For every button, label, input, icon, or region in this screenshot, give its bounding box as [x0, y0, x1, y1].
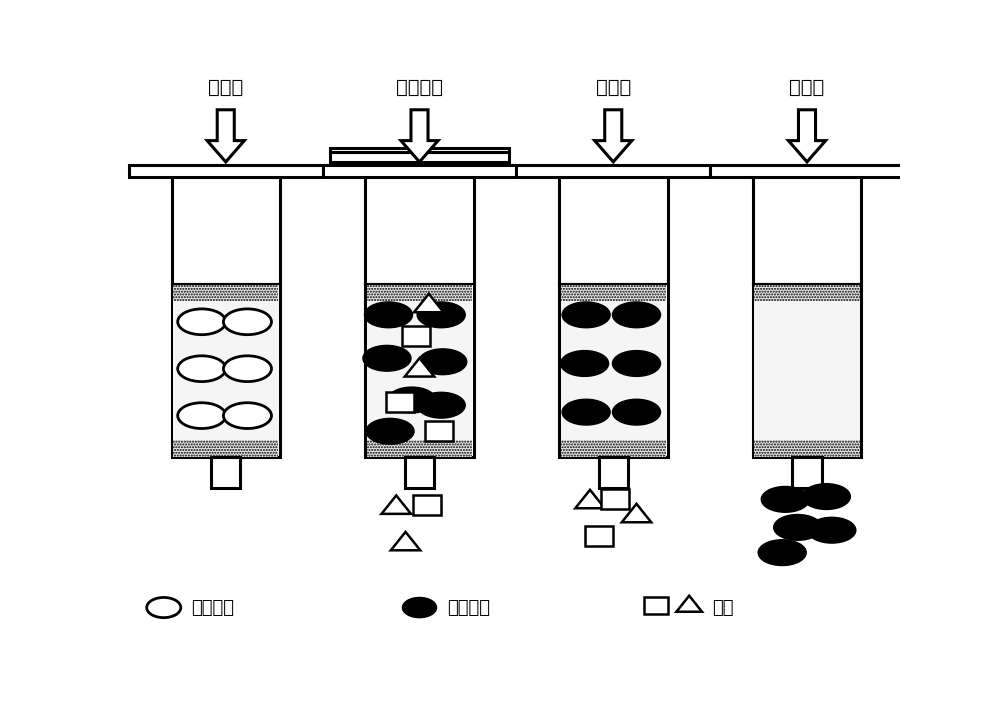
Text: 目标分子: 目标分子 [447, 598, 490, 617]
Polygon shape [391, 532, 420, 550]
Ellipse shape [363, 345, 411, 371]
Polygon shape [405, 358, 434, 376]
Ellipse shape [761, 486, 809, 513]
Bar [561, 440, 666, 457]
Bar [330, 149, 509, 152]
Bar [402, 325, 430, 346]
Bar [173, 284, 278, 301]
Polygon shape [207, 110, 244, 162]
Bar [601, 489, 629, 510]
Ellipse shape [223, 356, 271, 381]
Bar [211, 457, 240, 488]
Text: 清洗液: 清洗液 [596, 78, 631, 97]
Text: 识别位点: 识别位点 [191, 598, 234, 617]
Bar [405, 457, 434, 488]
Polygon shape [622, 504, 651, 522]
Ellipse shape [178, 309, 226, 335]
Ellipse shape [178, 356, 226, 381]
Polygon shape [595, 110, 632, 162]
Bar [585, 526, 613, 546]
Polygon shape [414, 294, 444, 312]
Ellipse shape [561, 351, 609, 376]
Text: 海水样品: 海水样品 [396, 78, 443, 97]
Ellipse shape [178, 403, 226, 429]
Ellipse shape [758, 539, 806, 566]
Bar [386, 392, 414, 412]
Bar [330, 152, 509, 162]
Bar [599, 457, 628, 488]
Ellipse shape [808, 518, 856, 543]
Bar [754, 284, 860, 301]
Bar [367, 301, 472, 440]
Bar [367, 284, 472, 301]
Ellipse shape [223, 403, 271, 429]
Ellipse shape [223, 309, 271, 335]
Ellipse shape [366, 419, 414, 444]
Ellipse shape [417, 302, 465, 328]
Bar [425, 422, 453, 441]
Ellipse shape [562, 399, 610, 425]
Bar [710, 165, 904, 177]
Bar [323, 165, 516, 177]
Bar [644, 597, 668, 614]
Text: 活化液: 活化液 [208, 78, 243, 97]
Polygon shape [401, 110, 438, 162]
Bar [365, 177, 474, 457]
Text: 洗脱液: 洗脱液 [789, 78, 825, 97]
Bar [172, 177, 280, 457]
Ellipse shape [562, 302, 610, 328]
Ellipse shape [388, 387, 436, 413]
Bar [413, 495, 441, 515]
Bar [754, 301, 860, 440]
Bar [173, 440, 278, 457]
Ellipse shape [419, 349, 467, 375]
Ellipse shape [612, 302, 661, 328]
Ellipse shape [402, 598, 437, 617]
Text: 杂质: 杂质 [712, 598, 734, 617]
Polygon shape [575, 490, 605, 508]
Bar [516, 165, 710, 177]
Bar [561, 284, 666, 301]
Polygon shape [382, 496, 411, 514]
Polygon shape [676, 596, 702, 612]
Ellipse shape [147, 598, 181, 617]
Ellipse shape [802, 483, 850, 510]
Ellipse shape [417, 392, 465, 418]
Ellipse shape [364, 302, 413, 328]
Ellipse shape [612, 399, 661, 425]
Bar [753, 177, 861, 457]
Bar [754, 440, 860, 457]
Bar [367, 440, 472, 457]
Bar [561, 301, 666, 440]
Bar [173, 301, 278, 440]
Polygon shape [788, 110, 826, 162]
Ellipse shape [774, 515, 822, 540]
Bar [792, 457, 822, 488]
Bar [129, 165, 323, 177]
Ellipse shape [612, 351, 661, 376]
Bar [559, 177, 668, 457]
